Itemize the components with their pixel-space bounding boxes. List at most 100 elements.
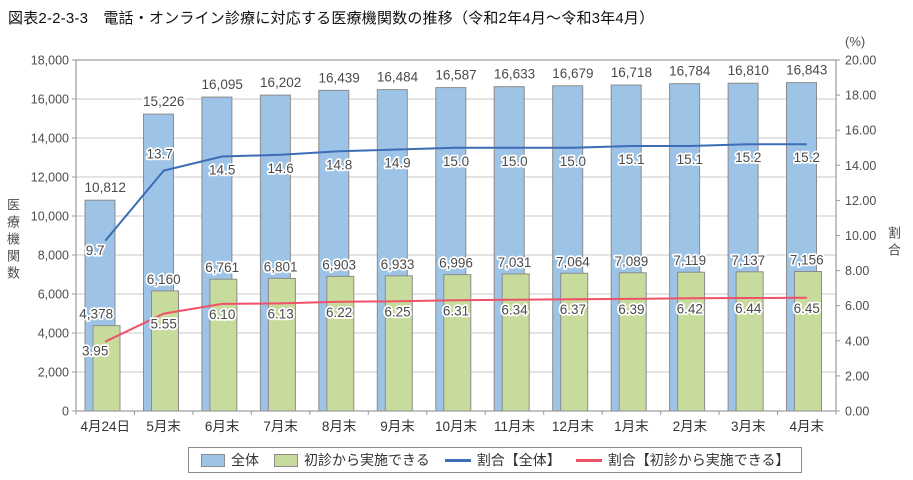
data-label: 14.8 [326,157,352,172]
category-label: 11月末 [494,419,536,434]
right-axis-tick: 4.00 [845,334,869,348]
bar [267,277,296,412]
legend-item-first-visit: 初診から実施できる [274,450,430,470]
data-label: 16,095 [202,77,243,92]
right-axis-unit: (%) [845,34,866,49]
combo-chart: 0 2,000 4,000 6,000 8,000 10,000 12,000 14,000 1… [31,54,877,435]
right-axis-tick: 18.00 [845,89,876,103]
category-label: 1月末 [614,419,649,434]
right-axis-tick: 20.00 [845,54,876,68]
left-axis-tick: 12,000 [31,171,69,185]
chart-legend: 全体 初診から実施できる 割合【全体】 割合【初診から実施できる】 [188,447,803,473]
legend-item-ratio-first-visit: 割合【初診から実施できる】 [575,450,789,470]
data-label: 6,996 [439,256,473,271]
bar [618,272,647,412]
data-label: 6.39 [618,302,644,317]
left-axis-tick: 14,000 [31,132,69,146]
data-label: 6,160 [147,272,181,287]
right-axis-tick: 6.00 [845,299,869,313]
data-label: 9.7 [86,243,105,258]
left-axis-tick: 0 [62,405,69,419]
data-label: 7,064 [556,254,590,269]
legend-swatch-ratio-first-visit-line-icon [575,458,602,462]
data-label: 6.22 [326,305,352,320]
category-label: 3月末 [731,419,766,434]
bar [326,275,355,412]
category-label: 7月末 [263,419,298,434]
legend-item-total: 全体 [201,450,259,470]
right-axis-tick: 2.00 [845,369,869,383]
right-axis-tick: 14.00 [845,159,876,173]
legend-label-first-visit: 初診から実施できる [304,452,430,468]
left-axis-title: 医療機関数 [5,198,20,283]
data-label: 14.6 [267,161,293,176]
data-label: 16,202 [260,75,301,90]
data-label: 14.5 [209,163,235,178]
figure-title: 図表2-2-3-3 電話・オンライン診療に対応する医療機関数の推移（令和2年4月… [8,10,655,27]
right-axis-tick: 12.00 [845,194,876,208]
data-label: 3.95 [82,344,108,359]
data-label: 16,810 [728,63,769,78]
data-label: 6,933 [381,257,415,272]
left-axis-tick: 16,000 [31,93,69,107]
data-label: 15.0 [560,154,586,169]
category-label: 10月末 [435,419,478,434]
data-label: 16,679 [552,66,593,81]
data-label: 6.31 [443,303,469,318]
left-axis-tick: 10,000 [31,210,69,224]
data-label: 6.45 [794,301,820,316]
left-axis-tick: 6,000 [38,288,69,302]
right-axis-tick: 8.00 [845,264,869,278]
data-label: 6.34 [501,303,528,318]
category-label: 6月末 [205,419,240,434]
data-label: 14.9 [384,156,410,171]
bar [677,271,706,412]
data-label: 6.44 [735,301,762,316]
legend-label-ratio-total: 割合【全体】 [476,452,561,468]
bar [794,271,822,412]
data-label: 6.10 [209,307,235,322]
line-ratio-first-visit [104,296,807,343]
data-label: 6.25 [384,304,410,319]
right-axis-tick: 10.00 [845,229,876,243]
data-label: 16,587 [435,68,476,83]
left-axis-tick: 2,000 [38,366,69,380]
right-axis-tick: 0.00 [845,405,869,419]
data-label: 16,843 [786,63,827,78]
data-label: 7,031 [498,255,532,270]
data-label: 6,801 [264,259,298,274]
axes: 0 2,000 4,000 6,000 8,000 10,000 12,000 14,000 1… [31,54,877,435]
data-label: 6,903 [322,257,356,272]
data-label: 7,137 [731,253,765,268]
data-label: 7,156 [790,253,824,268]
category-label: 12月末 [552,419,595,434]
bar [560,272,589,412]
data-labels: 10,812 15,226 16,095 16,202 16,439 16,484 16,5… [78,61,830,361]
data-label: 15.2 [794,150,820,165]
category-label: 2月末 [673,419,708,434]
bar [384,275,413,412]
data-label: 6.37 [560,302,586,317]
bar [209,278,238,412]
data-label: 16,784 [669,64,711,79]
category-label: 9月末 [380,419,415,434]
data-label: 6,761 [205,260,239,275]
data-label: 16,484 [377,70,419,85]
bar [92,325,121,412]
bar [443,274,472,412]
legend-item-ratio-total: 割合【全体】 [444,450,561,470]
legend-swatch-ratio-total-line-icon [444,458,471,462]
legend-swatch-first-visit-bar-icon [274,453,298,467]
data-label: 10,812 [85,180,126,195]
data-label: 16,439 [318,70,359,85]
bar [151,290,179,412]
legend-swatch-total-bar-icon [201,453,225,467]
category-label: 5月末 [146,419,181,434]
data-label: 15.0 [501,154,527,169]
legend-label-total: 全体 [231,452,259,468]
category-label: 4月24日 [80,419,130,434]
category-label: 8月末 [322,419,357,434]
data-label: 15.2 [735,150,761,165]
bar [501,273,530,412]
